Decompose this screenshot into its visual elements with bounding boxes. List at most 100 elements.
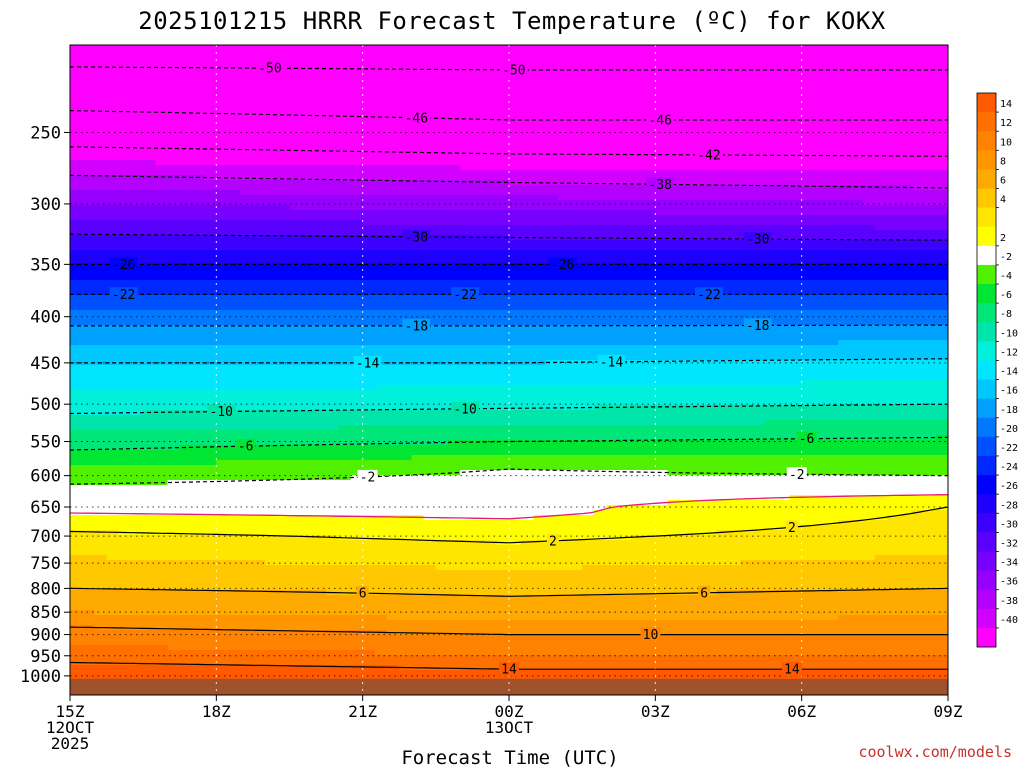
field-cell bbox=[301, 210, 315, 216]
field-cell bbox=[521, 285, 534, 291]
field-cell bbox=[338, 435, 352, 441]
field-cell bbox=[362, 350, 376, 356]
field-cell bbox=[313, 675, 327, 681]
field-cell bbox=[179, 435, 193, 441]
field-cell bbox=[155, 235, 169, 241]
field-cell bbox=[155, 560, 169, 566]
field-cell bbox=[167, 520, 181, 526]
field-cell bbox=[313, 365, 327, 371]
field-cell bbox=[496, 465, 510, 471]
field-cell bbox=[167, 445, 181, 451]
field-cell bbox=[521, 145, 534, 151]
field-cell bbox=[423, 280, 437, 286]
field-cell bbox=[167, 625, 181, 631]
field-cell bbox=[374, 510, 388, 516]
field-cell bbox=[411, 70, 425, 76]
field-cell bbox=[70, 200, 83, 206]
field-cell bbox=[435, 610, 449, 616]
field-cell bbox=[484, 120, 498, 126]
field-cell bbox=[362, 330, 376, 336]
field-cell bbox=[362, 370, 376, 376]
field-cell bbox=[179, 465, 193, 471]
field-cell bbox=[313, 135, 327, 141]
field-cell bbox=[521, 175, 534, 181]
field-cell bbox=[496, 360, 510, 366]
field-cell bbox=[240, 640, 254, 646]
field-cell bbox=[533, 250, 547, 256]
field-cell bbox=[118, 325, 132, 331]
field-cell bbox=[301, 150, 315, 156]
field-cell bbox=[265, 650, 278, 656]
field-cell bbox=[94, 670, 108, 676]
field-cell bbox=[338, 445, 352, 451]
field-cell bbox=[362, 445, 376, 451]
field-cell bbox=[228, 200, 242, 206]
field-cell bbox=[521, 320, 534, 326]
field-cell bbox=[240, 70, 254, 76]
field-cell bbox=[82, 165, 95, 171]
field-cell bbox=[289, 195, 303, 201]
field-cell bbox=[130, 55, 144, 61]
field-cell bbox=[411, 155, 425, 161]
field-cell bbox=[496, 135, 510, 141]
field-cell bbox=[496, 565, 510, 571]
field-cell bbox=[204, 510, 217, 516]
field-cell bbox=[338, 650, 352, 656]
field-cell bbox=[82, 265, 95, 271]
field-cell bbox=[252, 485, 266, 491]
field-cell bbox=[167, 160, 181, 166]
field-cell bbox=[70, 450, 83, 456]
field-cell bbox=[374, 280, 388, 286]
field-cell bbox=[179, 640, 193, 646]
field-cell bbox=[448, 335, 461, 341]
field-cell bbox=[289, 420, 303, 426]
field-cell bbox=[533, 260, 547, 266]
field-cell bbox=[130, 415, 144, 421]
field-cell bbox=[423, 370, 437, 376]
field-cell bbox=[143, 355, 156, 361]
field-cell bbox=[374, 320, 388, 326]
field-cell bbox=[460, 645, 474, 651]
field-cell bbox=[301, 500, 315, 506]
field-cell bbox=[387, 380, 400, 386]
field-cell bbox=[338, 55, 352, 61]
field-cell bbox=[301, 335, 315, 341]
field-cell bbox=[326, 515, 339, 521]
field-cell bbox=[509, 635, 522, 641]
field-cell bbox=[191, 240, 205, 246]
field-cell bbox=[130, 170, 144, 176]
field-cell bbox=[82, 80, 95, 86]
field-cell bbox=[387, 465, 400, 471]
field-cell bbox=[423, 425, 437, 431]
field-cell bbox=[411, 395, 425, 401]
field-cell bbox=[167, 170, 181, 176]
field-cell bbox=[387, 100, 400, 106]
field-cell bbox=[338, 610, 352, 616]
field-cell bbox=[277, 180, 291, 186]
field-cell bbox=[216, 75, 230, 81]
field-cell bbox=[521, 620, 534, 626]
field-cell bbox=[277, 330, 291, 336]
field-cell bbox=[228, 275, 242, 281]
field-cell bbox=[326, 205, 339, 211]
field-cell bbox=[82, 320, 95, 326]
field-cell bbox=[496, 250, 510, 256]
field-cell bbox=[533, 115, 547, 121]
field-cell bbox=[484, 465, 498, 471]
field-cell bbox=[118, 145, 132, 151]
field-cell bbox=[484, 550, 498, 556]
field-cell bbox=[240, 210, 254, 216]
field-cell bbox=[82, 175, 95, 181]
field-cell bbox=[472, 60, 486, 66]
field-cell bbox=[338, 430, 352, 436]
field-cell bbox=[155, 45, 169, 51]
field-cell bbox=[252, 315, 266, 321]
field-cell bbox=[155, 220, 169, 226]
field-cell bbox=[338, 605, 352, 611]
field-cell bbox=[484, 50, 498, 56]
field-cell bbox=[387, 55, 400, 61]
field-cell bbox=[362, 125, 376, 131]
field-cell bbox=[387, 250, 400, 256]
field-cell bbox=[155, 440, 169, 446]
field-cell bbox=[289, 475, 303, 481]
